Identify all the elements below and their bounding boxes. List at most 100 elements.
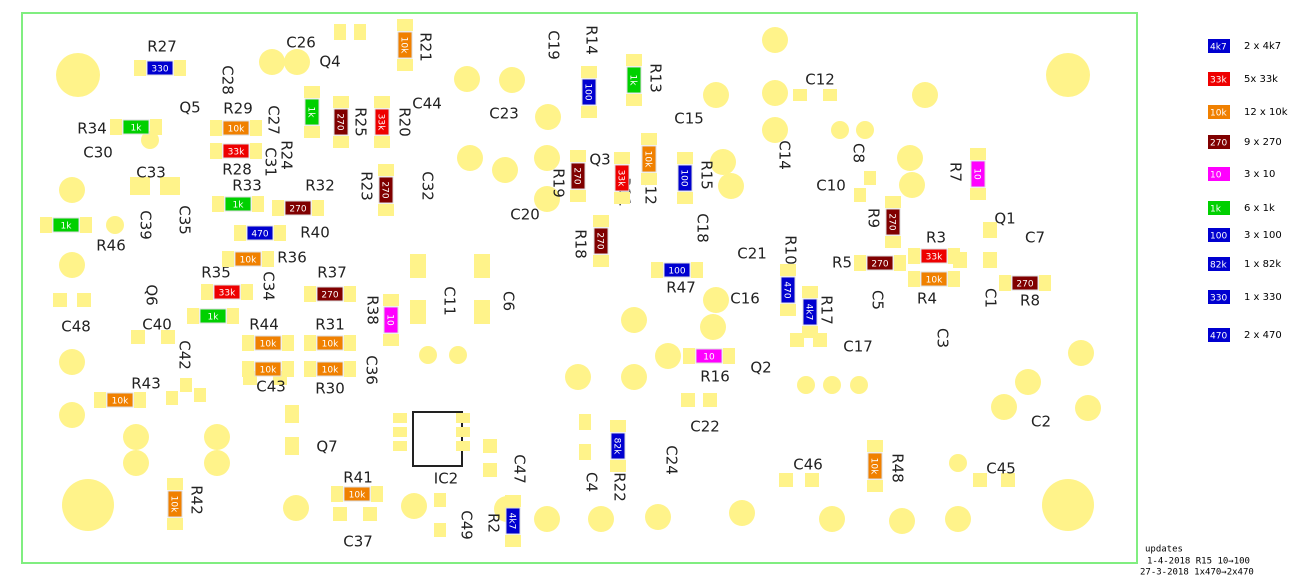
resistor-value: 270 — [572, 167, 582, 184]
pad — [106, 216, 124, 234]
designator: R29 — [223, 100, 253, 118]
legend-chip-label: 330 — [1210, 294, 1227, 304]
pad — [793, 89, 807, 101]
resistor-chip — [52, 217, 80, 233]
pad — [593, 215, 609, 227]
pad — [802, 326, 818, 338]
resistor-chip — [920, 248, 948, 264]
designator: C30 — [83, 144, 113, 162]
resistor-chip — [581, 78, 597, 106]
pad — [283, 495, 309, 521]
pad — [304, 86, 320, 98]
pad — [856, 121, 874, 139]
pad — [59, 252, 85, 278]
designator: C10 — [816, 177, 846, 195]
pad — [212, 196, 224, 212]
pad — [344, 361, 356, 377]
legend-chip — [1208, 228, 1230, 242]
designator: R44 — [249, 316, 279, 334]
pad — [991, 394, 1017, 420]
resistor-chip — [222, 143, 250, 159]
pad — [626, 54, 642, 66]
pad — [234, 225, 246, 241]
pad — [397, 59, 413, 71]
pad — [434, 523, 446, 537]
designator: Q6 — [143, 284, 161, 305]
designator: C14 — [776, 140, 794, 170]
resistor-value: 10k — [349, 491, 366, 501]
resistor-chip — [254, 361, 282, 377]
pad — [383, 334, 399, 346]
pad — [797, 376, 815, 394]
designator: C42 — [176, 340, 194, 370]
legend-chip — [1208, 328, 1230, 342]
pad — [626, 94, 642, 106]
pad — [304, 335, 316, 351]
designator: C2 — [1031, 413, 1051, 431]
legend-text: 3 x 100 — [1244, 230, 1282, 241]
pad — [282, 361, 294, 377]
designator: R24 — [278, 140, 296, 170]
pad — [894, 255, 906, 271]
pad — [210, 143, 222, 159]
pad — [284, 49, 310, 75]
pad — [710, 149, 736, 175]
resistor-chip — [570, 162, 586, 190]
designator: Q7 — [316, 438, 337, 456]
pad — [123, 424, 149, 450]
designator: C19 — [545, 30, 563, 60]
designator: R10 — [782, 235, 800, 265]
resistor-value: 10k — [169, 496, 179, 513]
pad — [262, 251, 274, 267]
pad — [945, 506, 971, 532]
pad — [823, 89, 837, 101]
pad — [167, 478, 183, 490]
pad — [779, 473, 793, 487]
designator: C37 — [343, 533, 373, 551]
pad — [1068, 340, 1094, 366]
designator: R17 — [818, 295, 836, 325]
designator: R31 — [315, 316, 345, 334]
pad — [505, 495, 521, 507]
designator: C22 — [690, 418, 720, 436]
designator: R47 — [666, 279, 696, 297]
pad — [227, 308, 239, 324]
pad — [456, 441, 470, 451]
pad — [312, 200, 324, 216]
resistor-value: 100 — [583, 83, 593, 100]
pad — [1039, 275, 1051, 291]
designator: R18 — [572, 229, 590, 259]
pad — [819, 506, 845, 532]
legend-chip-label: 100 — [1210, 232, 1227, 242]
designator: R40 — [300, 224, 330, 242]
legend-chip-label: 10k — [1210, 109, 1227, 119]
resistor-chip — [122, 119, 150, 135]
pad — [908, 271, 920, 287]
resistor-chip — [246, 225, 274, 241]
pad — [762, 117, 788, 143]
designator: C26 — [286, 34, 316, 52]
pad — [889, 508, 915, 534]
pad — [56, 53, 100, 97]
pad — [621, 307, 647, 333]
designator: R19 — [550, 168, 568, 198]
designator: R33 — [232, 177, 262, 195]
designator: C3 — [934, 328, 952, 348]
pad — [180, 378, 192, 392]
designator: C23 — [489, 105, 519, 123]
legend-text: 1 x 330 — [1244, 292, 1282, 303]
designator: R15 — [698, 160, 716, 190]
pad — [166, 391, 178, 405]
legend-chip-label: 470 — [1210, 332, 1227, 342]
pad — [614, 152, 630, 164]
resistor-value: 270 — [289, 205, 306, 215]
resistor-value: 10k — [260, 366, 277, 376]
pad — [641, 173, 657, 185]
resistor-value: 1k — [131, 124, 143, 134]
designator: C27 — [265, 105, 283, 135]
pad — [62, 479, 114, 531]
resistor-chip — [254, 335, 282, 351]
pad — [393, 427, 407, 437]
resistor-chip — [374, 108, 390, 136]
pad — [641, 133, 657, 145]
